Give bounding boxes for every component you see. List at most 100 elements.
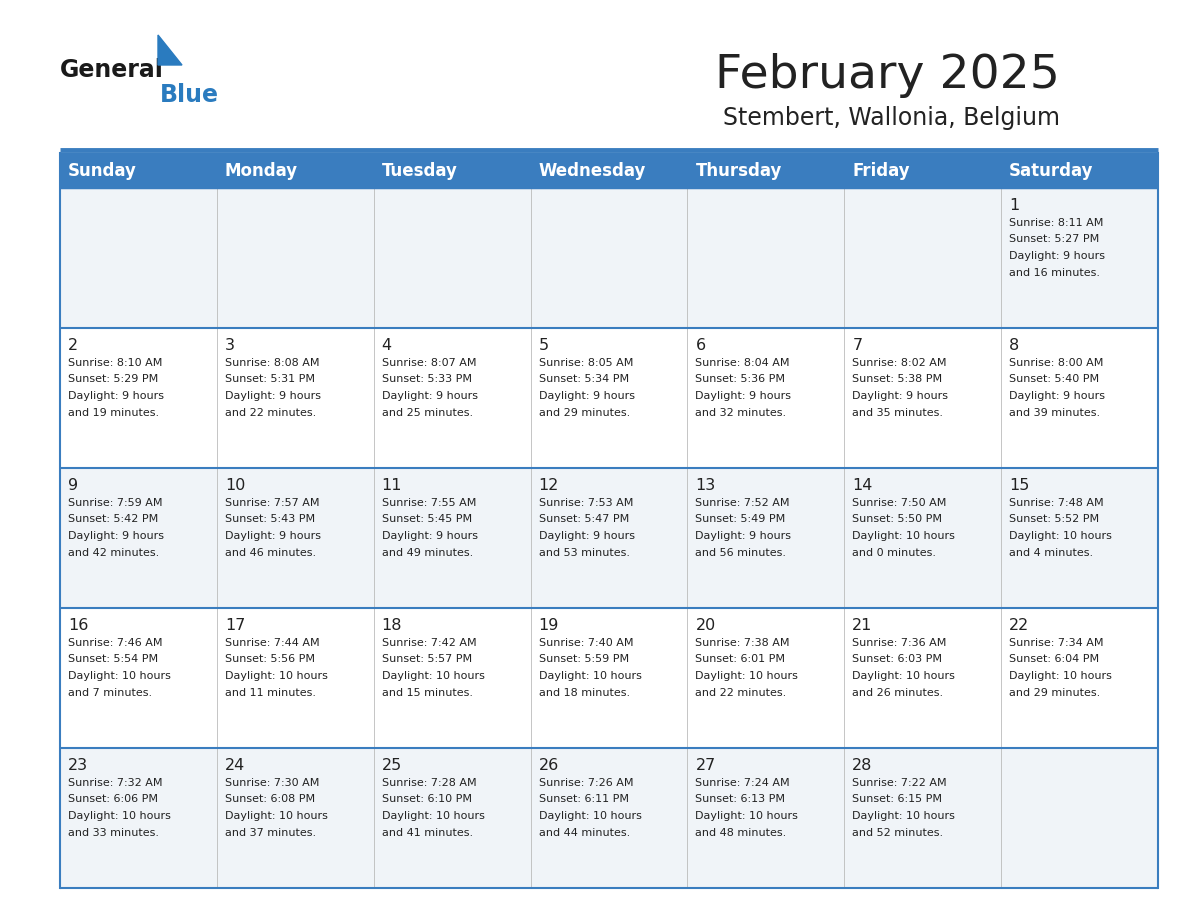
Text: and 44 minutes.: and 44 minutes. <box>538 827 630 837</box>
Text: Sunset: 5:42 PM: Sunset: 5:42 PM <box>68 514 158 524</box>
Text: 22: 22 <box>1009 618 1029 633</box>
Text: Daylight: 10 hours: Daylight: 10 hours <box>68 811 171 821</box>
Text: Sunrise: 7:42 AM: Sunrise: 7:42 AM <box>381 638 476 648</box>
Text: Sunset: 5:36 PM: Sunset: 5:36 PM <box>695 375 785 385</box>
Text: Daylight: 10 hours: Daylight: 10 hours <box>538 811 642 821</box>
Text: Sunrise: 7:24 AM: Sunrise: 7:24 AM <box>695 778 790 788</box>
Text: Friday: Friday <box>852 162 910 180</box>
Text: and 52 minutes.: and 52 minutes. <box>852 827 943 837</box>
Text: 23: 23 <box>68 758 88 773</box>
Text: 8: 8 <box>1009 338 1019 353</box>
Text: 10: 10 <box>225 478 245 493</box>
Text: Sunrise: 7:34 AM: Sunrise: 7:34 AM <box>1009 638 1104 648</box>
Text: Daylight: 10 hours: Daylight: 10 hours <box>225 811 328 821</box>
Text: Daylight: 10 hours: Daylight: 10 hours <box>852 671 955 681</box>
Text: Sunrise: 7:38 AM: Sunrise: 7:38 AM <box>695 638 790 648</box>
Text: Daylight: 10 hours: Daylight: 10 hours <box>381 811 485 821</box>
Text: Sunrise: 7:48 AM: Sunrise: 7:48 AM <box>1009 498 1104 508</box>
Text: Sunset: 6:13 PM: Sunset: 6:13 PM <box>695 794 785 804</box>
Text: Daylight: 9 hours: Daylight: 9 hours <box>852 391 948 401</box>
Text: General: General <box>61 58 164 82</box>
Text: and 0 minutes.: and 0 minutes. <box>852 547 936 557</box>
Text: 24: 24 <box>225 758 245 773</box>
Text: 13: 13 <box>695 478 715 493</box>
Text: Sunrise: 7:46 AM: Sunrise: 7:46 AM <box>68 638 163 648</box>
Text: Daylight: 9 hours: Daylight: 9 hours <box>538 391 634 401</box>
Text: Daylight: 10 hours: Daylight: 10 hours <box>381 671 485 681</box>
FancyBboxPatch shape <box>61 188 1158 328</box>
Text: 28: 28 <box>852 758 873 773</box>
Text: Sunrise: 7:57 AM: Sunrise: 7:57 AM <box>225 498 320 508</box>
Text: Sunset: 6:10 PM: Sunset: 6:10 PM <box>381 794 472 804</box>
Text: and 29 minutes.: and 29 minutes. <box>1009 688 1100 698</box>
Text: and 16 minutes.: and 16 minutes. <box>1009 267 1100 277</box>
Text: Stembert, Wallonia, Belgium: Stembert, Wallonia, Belgium <box>723 106 1060 130</box>
Text: and 48 minutes.: and 48 minutes. <box>695 827 786 837</box>
Text: and 4 minutes.: and 4 minutes. <box>1009 547 1093 557</box>
Text: Daylight: 10 hours: Daylight: 10 hours <box>695 811 798 821</box>
FancyBboxPatch shape <box>61 608 1158 748</box>
Text: and 37 minutes.: and 37 minutes. <box>225 827 316 837</box>
Text: and 18 minutes.: and 18 minutes. <box>538 688 630 698</box>
Text: and 22 minutes.: and 22 minutes. <box>695 688 786 698</box>
Text: Sunset: 5:50 PM: Sunset: 5:50 PM <box>852 514 942 524</box>
Text: and 22 minutes.: and 22 minutes. <box>225 408 316 418</box>
Text: Daylight: 9 hours: Daylight: 9 hours <box>1009 251 1105 261</box>
Text: Sunrise: 7:30 AM: Sunrise: 7:30 AM <box>225 778 320 788</box>
FancyBboxPatch shape <box>374 153 531 188</box>
Text: Sunrise: 8:02 AM: Sunrise: 8:02 AM <box>852 358 947 368</box>
Text: Sunset: 6:06 PM: Sunset: 6:06 PM <box>68 794 158 804</box>
Text: Daylight: 10 hours: Daylight: 10 hours <box>538 671 642 681</box>
Text: and 46 minutes.: and 46 minutes. <box>225 547 316 557</box>
Text: and 35 minutes.: and 35 minutes. <box>852 408 943 418</box>
Text: Daylight: 10 hours: Daylight: 10 hours <box>225 671 328 681</box>
Text: 12: 12 <box>538 478 558 493</box>
Text: 14: 14 <box>852 478 873 493</box>
Text: Sunrise: 7:52 AM: Sunrise: 7:52 AM <box>695 498 790 508</box>
Text: Sunrise: 7:40 AM: Sunrise: 7:40 AM <box>538 638 633 648</box>
FancyBboxPatch shape <box>61 153 217 188</box>
Text: Sunset: 5:43 PM: Sunset: 5:43 PM <box>225 514 315 524</box>
Text: and 42 minutes.: and 42 minutes. <box>68 547 159 557</box>
Text: Sunset: 5:59 PM: Sunset: 5:59 PM <box>538 655 628 665</box>
Text: Blue: Blue <box>160 83 219 107</box>
Text: Daylight: 9 hours: Daylight: 9 hours <box>538 531 634 541</box>
Text: Daylight: 10 hours: Daylight: 10 hours <box>68 671 171 681</box>
Text: Sunset: 5:49 PM: Sunset: 5:49 PM <box>695 514 785 524</box>
Text: Daylight: 9 hours: Daylight: 9 hours <box>68 391 164 401</box>
Text: and 19 minutes.: and 19 minutes. <box>68 408 159 418</box>
Text: Daylight: 9 hours: Daylight: 9 hours <box>68 531 164 541</box>
Text: Sunset: 5:57 PM: Sunset: 5:57 PM <box>381 655 472 665</box>
Text: Sunrise: 7:26 AM: Sunrise: 7:26 AM <box>538 778 633 788</box>
Text: 6: 6 <box>695 338 706 353</box>
Text: and 29 minutes.: and 29 minutes. <box>538 408 630 418</box>
Text: Sunrise: 7:59 AM: Sunrise: 7:59 AM <box>68 498 163 508</box>
Text: Sunset: 5:47 PM: Sunset: 5:47 PM <box>538 514 628 524</box>
Text: Daylight: 9 hours: Daylight: 9 hours <box>381 531 478 541</box>
Text: Daylight: 9 hours: Daylight: 9 hours <box>695 531 791 541</box>
Text: and 32 minutes.: and 32 minutes. <box>695 408 786 418</box>
Text: Sunrise: 7:28 AM: Sunrise: 7:28 AM <box>381 778 476 788</box>
Text: and 11 minutes.: and 11 minutes. <box>225 688 316 698</box>
Text: 21: 21 <box>852 618 873 633</box>
Text: Daylight: 9 hours: Daylight: 9 hours <box>225 531 321 541</box>
Text: 26: 26 <box>538 758 558 773</box>
Text: Daylight: 10 hours: Daylight: 10 hours <box>1009 671 1112 681</box>
Text: Sunrise: 7:50 AM: Sunrise: 7:50 AM <box>852 498 947 508</box>
FancyBboxPatch shape <box>688 153 845 188</box>
Text: Daylight: 9 hours: Daylight: 9 hours <box>225 391 321 401</box>
Text: 2: 2 <box>68 338 78 353</box>
Text: 4: 4 <box>381 338 392 353</box>
Text: Sunrise: 8:11 AM: Sunrise: 8:11 AM <box>1009 218 1104 228</box>
Text: Sunset: 6:11 PM: Sunset: 6:11 PM <box>538 794 628 804</box>
Text: Daylight: 9 hours: Daylight: 9 hours <box>381 391 478 401</box>
Text: Sunrise: 7:32 AM: Sunrise: 7:32 AM <box>68 778 163 788</box>
Text: Daylight: 10 hours: Daylight: 10 hours <box>852 531 955 541</box>
Text: Sunset: 5:29 PM: Sunset: 5:29 PM <box>68 375 158 385</box>
Text: Sunset: 6:08 PM: Sunset: 6:08 PM <box>225 794 315 804</box>
Text: Tuesday: Tuesday <box>381 162 457 180</box>
Text: Monday: Monday <box>225 162 298 180</box>
Text: Daylight: 9 hours: Daylight: 9 hours <box>695 391 791 401</box>
Text: Sunset: 5:33 PM: Sunset: 5:33 PM <box>381 375 472 385</box>
Text: Sunday: Sunday <box>68 162 137 180</box>
